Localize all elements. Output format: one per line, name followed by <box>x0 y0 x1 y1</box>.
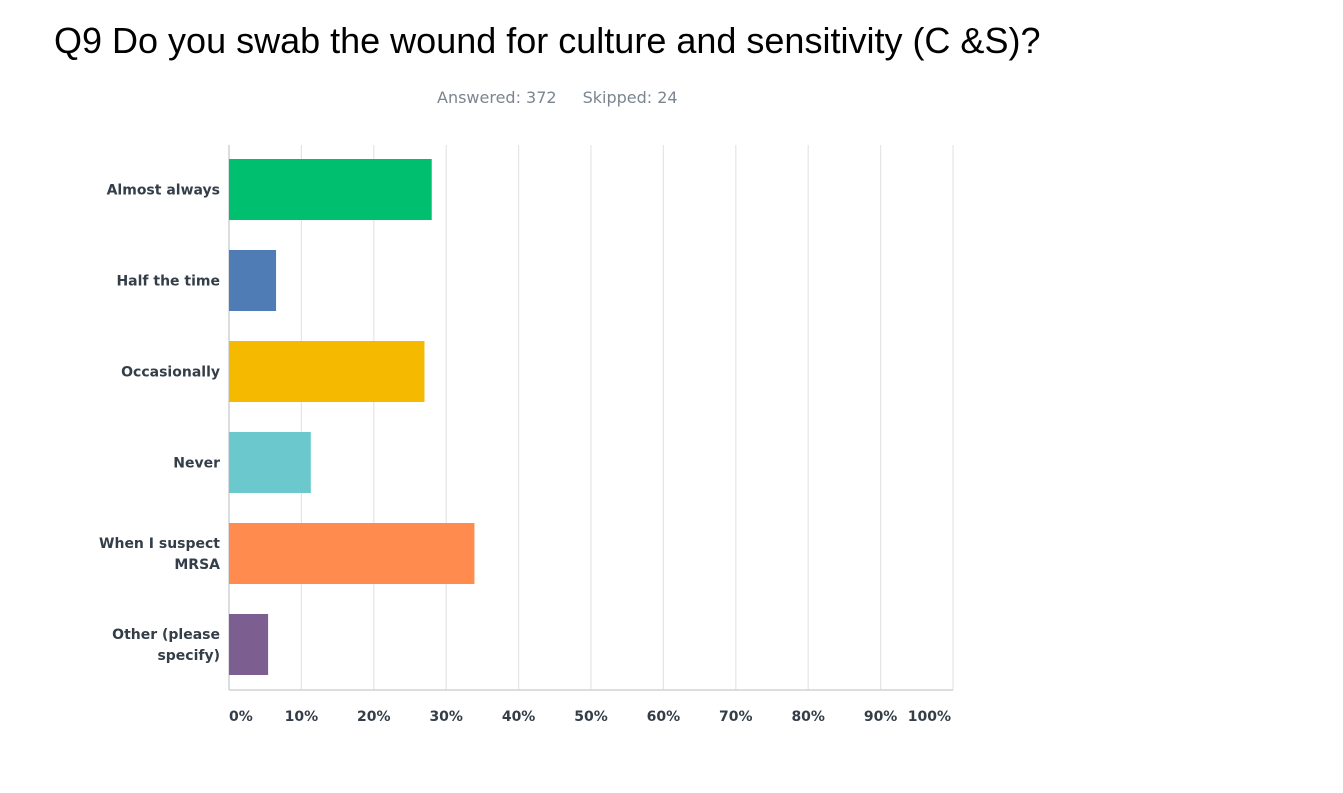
category-label: When I suspect <box>99 536 220 552</box>
category-label: Half the time <box>116 274 220 290</box>
x-tick-label: 100% <box>908 709 951 725</box>
category-label: Occasionally <box>121 365 220 381</box>
bar <box>229 523 475 584</box>
category-labels: Almost always Half the time Occasionally Ne… <box>99 183 220 665</box>
x-tick-label: 30% <box>429 709 463 725</box>
answered-count: Answered: 372 <box>437 88 557 107</box>
category-label: Almost always <box>107 183 220 199</box>
x-tick-label: 0% <box>229 709 253 725</box>
bar <box>229 250 277 311</box>
x-tick-labels: 0% 10% 20% 30% 40% 50% 60% 70% 80% 90% 100% <box>229 709 951 725</box>
x-tick-label: 60% <box>647 709 681 725</box>
x-tick-label: 70% <box>719 709 753 725</box>
x-tick-label: 50% <box>574 709 608 725</box>
response-stats: Answered: 372 Skipped: 24 <box>437 88 704 107</box>
category-label: Other (please <box>112 627 220 643</box>
question-title: Q9 Do you swab the wound for culture and… <box>54 20 1041 61</box>
bar <box>229 432 311 493</box>
bars <box>229 159 475 675</box>
gridlines <box>228 145 954 691</box>
skipped-count: Skipped: 24 <box>582 88 678 107</box>
x-tick-label: 20% <box>357 709 391 725</box>
x-tick-label: 80% <box>791 709 825 725</box>
bar <box>229 341 425 402</box>
bar <box>229 159 432 220</box>
category-label: MRSA <box>174 557 220 573</box>
category-label: specify) <box>157 648 220 664</box>
bar <box>229 614 269 675</box>
category-label: Never <box>173 456 220 472</box>
x-tick-label: 10% <box>285 709 319 725</box>
x-tick-label: 90% <box>864 709 898 725</box>
x-tick-label: 40% <box>502 709 536 725</box>
